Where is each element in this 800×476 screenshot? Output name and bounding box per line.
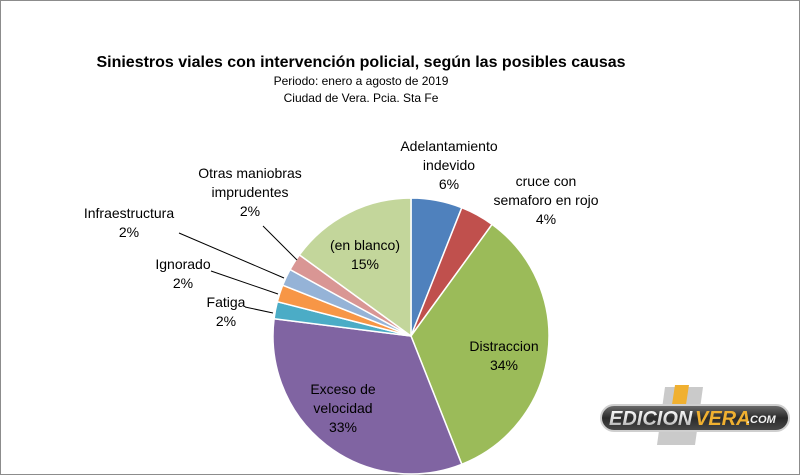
slice-label: cruce con semaforo en rojo 4% [493,173,598,227]
slice-category: imprudentes [211,184,288,200]
leader-line [244,306,274,314]
slice-category: cruce con [516,173,577,189]
slice-label: Adelantamiento indevido 6% [400,138,498,192]
leader-line [178,232,285,279]
leader-line [262,225,298,261]
slice-category: semaforo en rojo [493,192,598,208]
slice-category: Distraccion [469,338,538,354]
slice-category: indevido [423,157,475,173]
slice-percent: 2% [216,313,236,329]
slice-label: Otras maniobras imprudentes 2% [198,165,301,219]
slice-percent: 6% [439,176,459,192]
slice-percent: 15% [351,256,379,272]
slice-category: Infraestructura [84,205,174,221]
edicion-vera-logo: EDICION VERA .COM [600,385,790,445]
slice-label: Exceso de velocidad 33% [310,381,376,435]
pie-slice [298,197,412,338]
slice-label: Fatiga 2% [207,294,246,329]
logo-text-com: .COM [747,414,777,426]
chart-subtitle-period: Periodo: enero a agosto de 2019 [273,74,449,88]
logo-text-vera: VERA [695,408,751,430]
slice-category: Otras maniobras [198,165,301,181]
slice-label: Distraccion 34% [469,338,538,373]
leader-line [210,270,279,295]
logo-text-edicion: EDICION [609,408,693,430]
chart-titles: Siniestros viales con intervención polic… [61,53,661,107]
slice-percent: 2% [119,224,139,240]
slice-percent: 34% [490,357,518,373]
slice-percent: 4% [536,211,556,227]
slice-percent: 2% [240,203,260,219]
slice-label: Infraestructura 2% [84,205,174,240]
chart-subtitle-location: Ciudad de Vera. Pcia. Sta Fe [283,91,439,105]
slice-category: Exceso de [310,381,376,397]
slice-category: velocidad [313,400,372,416]
slice-percent: 2% [173,275,193,291]
slice-category: (en blanco) [330,237,400,253]
slice-percent: 33% [329,419,357,435]
chart-title: Siniestros viales con intervención polic… [96,54,626,71]
slice-category: Adelantamiento [400,138,498,154]
pie-slice [410,223,550,466]
slice-label: Ignorado 2% [155,256,210,291]
pie-slice [272,317,463,475]
slice-label: (en blanco) 15% [330,237,400,272]
slice-category: Fatiga [207,294,246,310]
slice-category: Ignorado [155,256,210,272]
